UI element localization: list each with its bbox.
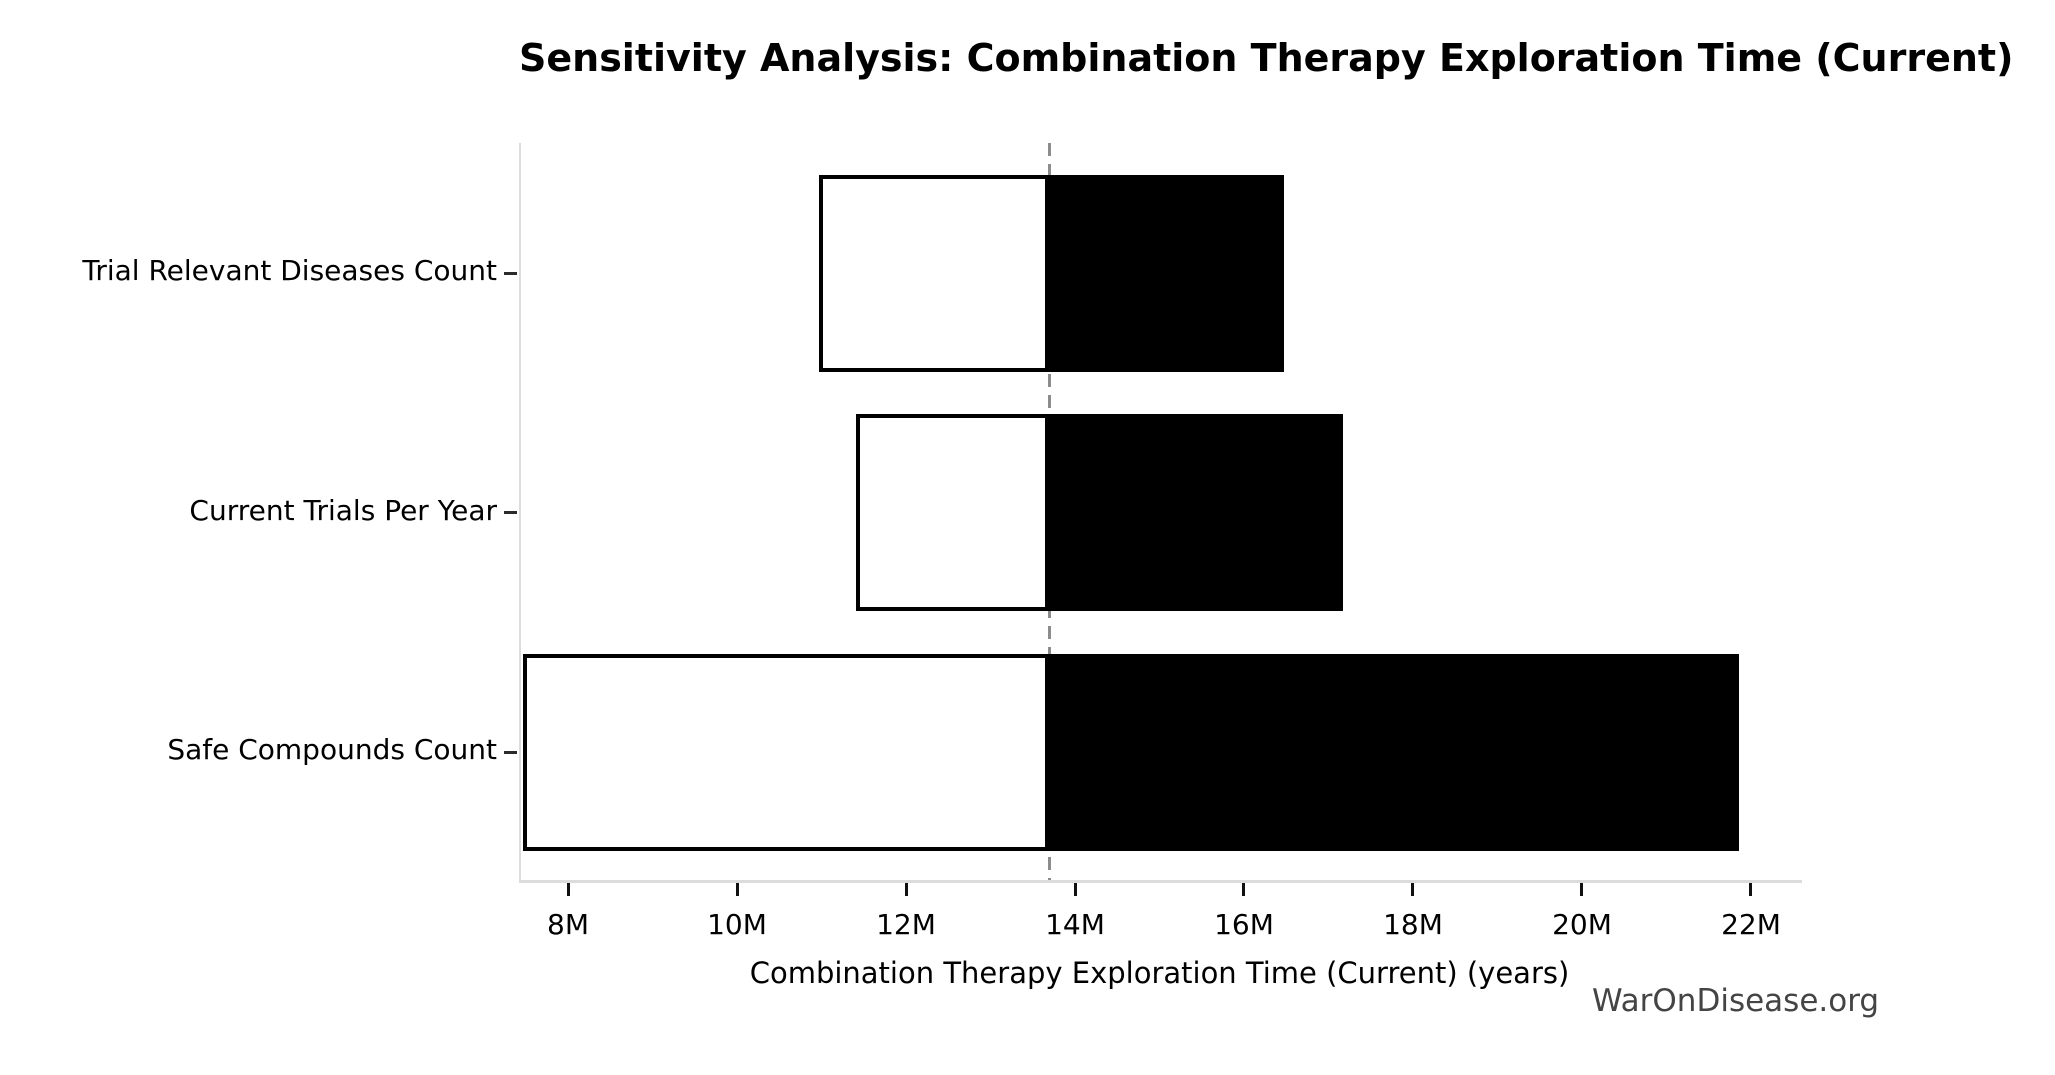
bar-high-segment [1045,174,1284,372]
x-tick-mark [904,883,908,896]
y-tick-mark [504,750,517,754]
x-tick-label: 8M [547,908,589,941]
x-tick-label: 20M [1552,908,1612,941]
bar-high-segment [1045,414,1344,611]
x-tick-label: 14M [1045,908,1105,941]
x-tick-mark [735,883,739,896]
bar-row [855,414,1344,611]
y-axis-label: Current Trials Per Year [189,493,497,527]
x-axis-label: Combination Therapy Exploration Time (Cu… [749,956,1570,990]
bar-row [522,653,1739,851]
watermark-text: WarOnDisease.org [1592,983,1880,1019]
x-tick-mark [1580,883,1584,896]
plot-area [519,143,1802,883]
x-tick-mark [1411,883,1415,896]
x-tick-label: 10M [707,908,767,941]
x-tick-label: 22M [1721,908,1781,941]
x-tick-mark [1242,883,1246,896]
x-tick-label: 12M [876,908,936,941]
x-tick-mark [1749,883,1753,896]
bar-row [819,174,1284,372]
y-axis-label: Safe Compounds Count [167,733,497,766]
x-tick-mark [566,883,570,896]
chart-title: Sensitivity Analysis: Combination Therap… [519,36,2014,80]
y-tick-mark [504,511,517,514]
x-tick-mark [1073,883,1077,896]
x-tick-label: 18M [1383,908,1443,941]
y-axis-label: Trial Relevant Diseases Count [82,254,497,287]
bar-high-segment [1045,653,1739,851]
y-tick-mark [504,271,517,275]
x-tick-label: 16M [1214,908,1274,941]
